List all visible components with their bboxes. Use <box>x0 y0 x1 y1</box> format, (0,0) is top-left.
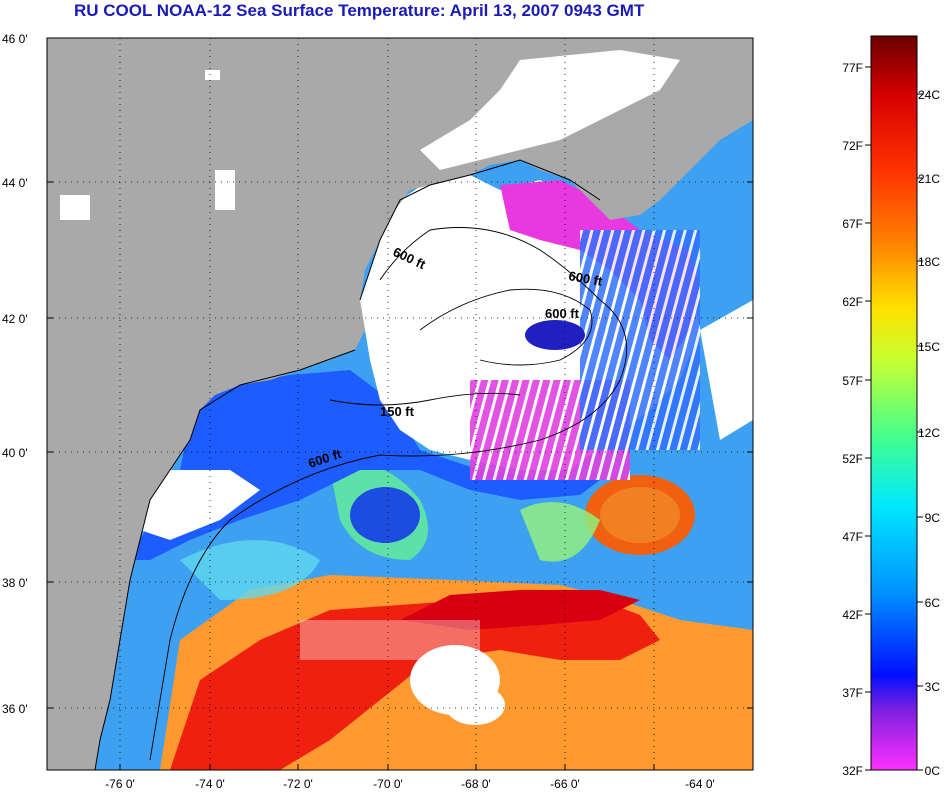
cb-f-label-77: 77F <box>842 61 863 75</box>
georges-bank-blue <box>525 320 585 350</box>
lon-label-74: -74 0' <box>195 777 225 791</box>
gulf-stream-red <box>170 598 660 770</box>
snow-cover <box>420 50 680 170</box>
land-mass <box>47 38 753 770</box>
cb-c-label-6: 6C <box>925 596 941 610</box>
cb-f-label-62: 62F <box>842 295 863 309</box>
cold-eddy-core <box>350 487 420 543</box>
snow-patch-3 <box>215 170 235 210</box>
map-title: RU COOL NOAA-12 Sea Surface Temperature:… <box>74 1 645 20</box>
cb-f-label-47: 47F <box>842 530 863 544</box>
cb-f-label-72: 72F <box>842 139 863 153</box>
cloud-east <box>700 300 753 440</box>
snow-patch-2 <box>205 70 220 80</box>
lat-label-42: 42 0' <box>2 312 28 326</box>
frame-ticks <box>47 181 753 770</box>
coastline-south <box>94 349 356 770</box>
slope-water-green <box>520 502 600 562</box>
contour-600ft-inner <box>419 288 593 366</box>
cb-f-label-32: 32F <box>842 764 863 778</box>
contour-label-600ft-3: 600 ft <box>545 306 580 321</box>
scan-stripes <box>580 230 700 450</box>
cb-c-label-18: 18C <box>918 255 940 269</box>
cb-c-label-15: 15C <box>918 340 940 354</box>
grid-lines <box>47 38 753 770</box>
warm-core-ring-inner <box>600 487 680 543</box>
lat-label-46: 46 0' <box>2 32 28 46</box>
lat-label-44: 44 0' <box>2 176 28 190</box>
contour-150ft <box>329 392 521 406</box>
lat-label-40: 40 0' <box>2 446 28 460</box>
contour-label-150ft: 150 ft <box>380 404 415 419</box>
cb-c-label-12: 12C <box>918 426 940 440</box>
cb-c-label-3: 3C <box>925 680 941 694</box>
lon-label-64: -64 0' <box>685 777 715 791</box>
snow-patch-1 <box>60 195 90 220</box>
cb-f-label-37: 37F <box>842 686 863 700</box>
cloud-nj-shelf <box>140 470 260 540</box>
cb-f-label-52: 52F <box>842 452 863 466</box>
colorbar <box>870 35 918 771</box>
cb-f-label-42: 42F <box>842 608 863 622</box>
cb-c-label-0: 0C <box>925 764 941 778</box>
lon-label-68: -68 0' <box>461 777 491 791</box>
cb-f-label-57: 57F <box>842 374 863 388</box>
cb-c-label-9: 9C <box>925 511 941 525</box>
cb-f-label-67: 67F <box>842 217 863 231</box>
coastline <box>359 159 601 301</box>
cb-c-label-21: 21C <box>918 172 940 186</box>
contour-label-600ft-2: 600 ft <box>567 268 604 289</box>
contour-600ft <box>149 227 628 761</box>
shelf-water-cyan <box>180 540 320 600</box>
cloud-streaks <box>300 620 480 660</box>
lon-label-66: -66 0' <box>550 777 580 791</box>
colorbar-ticks <box>865 66 923 771</box>
lat-label-36: 36 0' <box>2 702 28 716</box>
lon-label-72: -72 0' <box>283 777 313 791</box>
lon-label-70: -70 0' <box>373 777 403 791</box>
shelf-water-blue <box>130 370 600 560</box>
cb-c-label-24: 24C <box>918 88 940 102</box>
nova-scotia <box>600 70 753 215</box>
cloud-south-2 <box>445 685 505 725</box>
lon-label-76: -76 0' <box>105 777 135 791</box>
lat-label-38: 38 0' <box>2 576 28 590</box>
gulf-stream-core <box>400 590 640 630</box>
map-frame <box>46 37 754 771</box>
